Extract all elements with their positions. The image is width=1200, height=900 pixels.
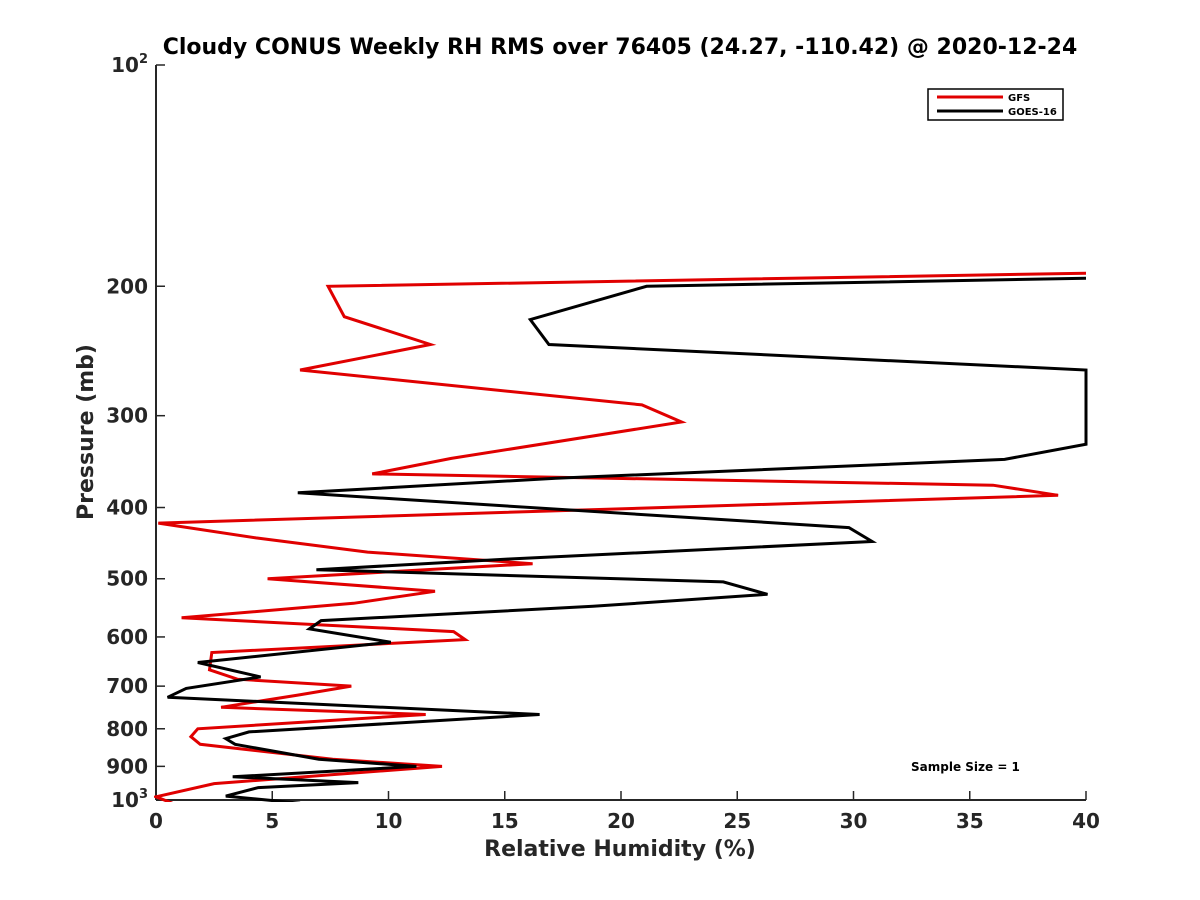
- x-tick-label: 35: [956, 809, 984, 833]
- series-line-goes16: [166, 276, 1088, 802]
- y-tick-label: 800: [106, 717, 148, 741]
- y-tick-label: 103: [111, 787, 148, 812]
- legend-label-gfs: GFS: [1008, 93, 1030, 104]
- x-tick-label: 5: [265, 809, 279, 833]
- series-layer: [154, 271, 1088, 802]
- x-tick-label: 15: [491, 809, 519, 833]
- legend-label-goes16: GOES-16: [1008, 107, 1057, 118]
- y-tick-label: 600: [106, 625, 148, 649]
- chart-title: Cloudy CONUS Weekly RH RMS over 76405 (2…: [163, 35, 1078, 60]
- y-tick-label: 500: [106, 567, 148, 591]
- sample-size-annotation: Sample Size = 1: [911, 760, 1020, 774]
- y-tick-label: 102: [111, 52, 148, 77]
- x-axis-label: Relative Humidity (%): [484, 837, 756, 862]
- y-tick-label: 900: [106, 754, 148, 778]
- y-tick-label: 400: [106, 496, 148, 520]
- y-tick-label: 300: [106, 404, 148, 428]
- x-tick-label: 40: [1072, 809, 1100, 833]
- x-tick-label: 20: [607, 809, 635, 833]
- x-tick-label: 25: [723, 809, 751, 833]
- y-axis-label: Pressure (mb): [74, 344, 99, 520]
- x-axis-ticks: 0 5 10 15 20 25 30 35 40: [149, 791, 1100, 833]
- series-line-gfs: [154, 271, 1087, 802]
- x-tick-label: 10: [375, 809, 403, 833]
- y-axis-ticks: 102 200 300 400 500 600 700 800 900 103: [106, 52, 165, 812]
- legend-box: [927, 88, 1064, 121]
- x-tick-label: 30: [840, 809, 868, 833]
- y-tick-label: 700: [106, 674, 148, 698]
- x-tick-label: 0: [149, 809, 163, 833]
- legend: GFS GOES-16: [927, 88, 1064, 121]
- y-tick-label: 200: [106, 274, 148, 298]
